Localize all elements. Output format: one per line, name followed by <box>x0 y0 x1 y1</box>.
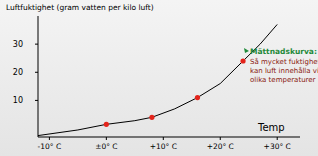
y-tick-label: 20 <box>13 68 23 77</box>
data-point <box>104 122 109 127</box>
x-tick-label: +20° C <box>207 142 234 151</box>
y-tick <box>35 72 38 73</box>
saturation-curve <box>38 24 277 135</box>
y-tick <box>35 100 38 101</box>
plot-area <box>38 24 277 135</box>
x-tick <box>220 137 221 140</box>
annotation-text: olika temperaturer <box>250 76 316 84</box>
annotation-text: Så mycket fuktighet <box>250 57 318 66</box>
x-tick-label: ±0° C <box>95 142 117 151</box>
x-tick-label: -10° C <box>38 142 62 151</box>
x-tick <box>163 137 164 140</box>
chart: Luftfuktighet (gram vatten per kilo luft… <box>0 0 318 156</box>
y-tick <box>35 44 38 45</box>
y-axis-label: Luftfuktighet (gram vatten per kilo luft… <box>6 3 154 12</box>
data-point <box>195 95 200 100</box>
y-tick-label: 10 <box>13 96 23 105</box>
y-tick-label: 30 <box>13 40 23 49</box>
x-tick-label: +30° C <box>264 142 291 151</box>
x-tick <box>49 137 50 140</box>
annotation-title: Mättnadskurva: <box>250 47 317 56</box>
data-point <box>149 115 154 120</box>
data-point <box>240 58 245 63</box>
x-tick <box>277 137 278 140</box>
background <box>0 0 318 156</box>
x-tick <box>106 137 107 140</box>
annotation-arrow <box>244 48 249 53</box>
y-axis <box>38 16 39 137</box>
x-axis-label: Temp <box>257 122 285 133</box>
x-tick-label: +10° C <box>150 142 177 151</box>
annotation-text: kan luft innehålla vid <box>250 66 318 75</box>
x-axis <box>38 137 300 138</box>
